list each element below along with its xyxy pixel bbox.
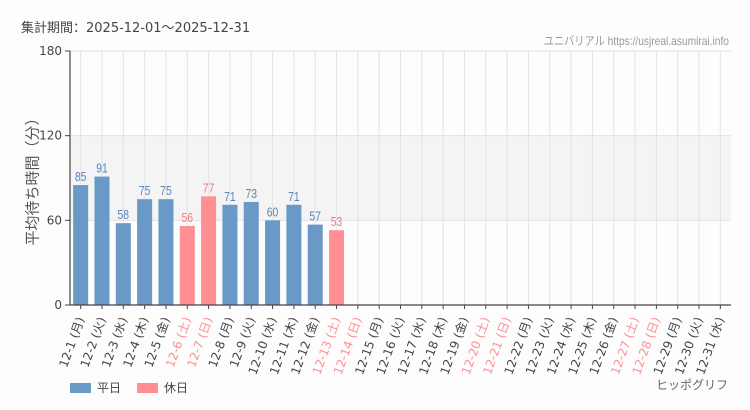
bar[interactable] (222, 204, 238, 305)
y-tick-label: 60 (47, 213, 62, 227)
y-tick-label: 180 (39, 44, 62, 58)
bar-value-label: 53 (331, 215, 343, 229)
y-tick-label: 0 (54, 298, 62, 312)
legend-swatch-weekday (70, 382, 91, 393)
bar[interactable] (201, 196, 217, 305)
bar[interactable] (329, 230, 345, 305)
bar-value-label: 58 (118, 208, 130, 222)
bar[interactable] (94, 176, 110, 305)
bar[interactable] (158, 199, 174, 305)
bar-value-label: 71 (288, 190, 300, 204)
bar-value-label: 73 (245, 187, 257, 201)
legend-item-weekday[interactable]: 平日 (70, 379, 121, 396)
legend-label-weekday: 平日 (97, 381, 122, 395)
bar[interactable] (243, 201, 259, 305)
legend-swatch-holiday (137, 382, 159, 393)
bar[interactable] (286, 204, 302, 305)
bar-value-label: 75 (160, 184, 172, 198)
bar-value-label: 91 (96, 162, 108, 176)
bar-value-label: 56 (181, 211, 193, 225)
brand-label: ヒッポグリフ (655, 378, 728, 392)
bar[interactable] (73, 185, 89, 305)
bar[interactable] (307, 224, 323, 305)
bar[interactable] (115, 223, 131, 305)
bar-value-label: 75 (139, 184, 151, 198)
bar[interactable] (179, 225, 195, 305)
bar-value-label: 71 (224, 190, 236, 204)
legend: 平日 休日 (70, 379, 188, 396)
bar-value-label: 60 (267, 205, 279, 219)
legend-label-holiday: 休日 (164, 381, 189, 395)
bar[interactable] (265, 220, 281, 305)
site-credit: ユニバリアル https://usjreal.asumirai.info (543, 34, 729, 48)
bar-value-label: 77 (203, 181, 215, 195)
y-tick-label: 120 (39, 129, 62, 143)
legend-item-holiday[interactable]: 休日 (137, 379, 188, 396)
bar-value-label: 85 (75, 170, 87, 184)
bar-value-label: 57 (309, 210, 321, 224)
bar[interactable] (137, 199, 153, 305)
period-label: 集計期間：2025-12-01～2025-12-31 (21, 21, 251, 36)
